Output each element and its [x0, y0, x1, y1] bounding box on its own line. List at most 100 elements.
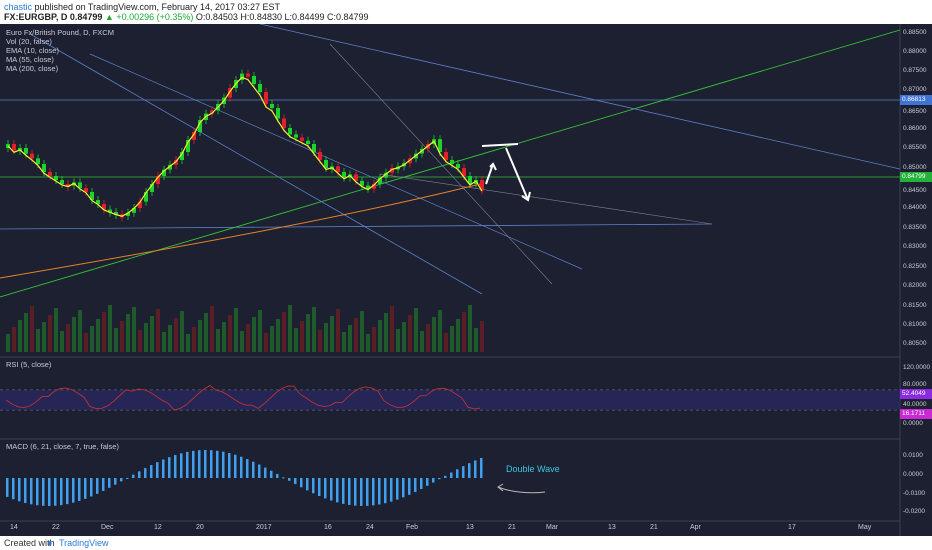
volume-bar — [6, 334, 10, 352]
date-axis[interactable]: 14 22 Dec 12 20 2017 16 24 Feb 13 21 Mar… — [0, 521, 900, 536]
candle-body — [270, 104, 274, 108]
candle-body — [24, 148, 28, 154]
macd-histogram-bar — [72, 478, 75, 503]
date-label: 22 — [52, 524, 60, 531]
macd-histogram-bar — [276, 474, 279, 478]
date-label: 21 — [650, 524, 658, 531]
candle-body — [444, 152, 448, 160]
candle-body — [360, 180, 364, 186]
date-label: 2017 — [256, 524, 272, 531]
macd-histogram-bar — [306, 478, 309, 491]
macd-histogram-bar — [186, 451, 189, 478]
date-label: 12 — [154, 524, 162, 531]
legend-title[interactable]: Euro Fx/British Pound, D, FXCM — [6, 28, 114, 37]
macd-histogram-bar — [444, 475, 447, 478]
macd-tick: -0.0100 — [903, 490, 926, 497]
volume-bar — [120, 321, 124, 352]
rsi-axis[interactable]: 120.0000 80.0000 40.0000 0.0000 — [900, 360, 932, 430]
price-tick: 0.81000 — [903, 321, 927, 328]
volume-bar — [204, 313, 208, 352]
publish-line: chastic published on TradingView.com, Fe… — [4, 2, 280, 12]
macd-histogram-bar — [330, 478, 333, 501]
volume-bar — [36, 329, 40, 352]
volume-bar — [378, 320, 382, 352]
volume-bar — [234, 308, 238, 352]
price-tick: 0.85000 — [903, 164, 927, 171]
volume-bar — [402, 322, 406, 352]
price-axis[interactable]: 0.88500 0.88000 0.87500 0.87000 0.86500 … — [900, 24, 932, 354]
candle-body — [450, 160, 454, 164]
legend-ma55[interactable]: MA (55, close) — [6, 55, 54, 64]
macd-axis[interactable]: 0.0100 0.0000 -0.0100 -0.0200 — [900, 442, 932, 522]
volume-bar — [198, 320, 202, 352]
macd-label[interactable]: MACD (6, 21, close, 7, true, false) — [6, 442, 119, 451]
macd-histogram-bar — [252, 461, 255, 478]
candle-body — [276, 108, 280, 119]
down-arrowhead — [521, 191, 531, 202]
volume-bar — [18, 320, 22, 352]
macd-histogram-bar — [264, 467, 267, 478]
candle-body — [36, 158, 40, 164]
rsi-label[interactable]: RSI (5, close) — [6, 360, 52, 369]
volume-bar — [318, 330, 322, 352]
grey-trendline — [329, 43, 553, 285]
volume-bar — [48, 315, 52, 352]
volume-bar — [180, 311, 184, 352]
candle-body — [390, 168, 394, 173]
rsi-tick: 80.0000 — [903, 381, 927, 388]
tradingview-logo-icon[interactable]: ● — [47, 538, 53, 548]
footer-brand[interactable]: TradingView — [59, 538, 109, 548]
support-line — [0, 223, 713, 230]
chart-area[interactable]: Euro Fx/British Pound, D, FXCM Vol (20, … — [0, 24, 932, 536]
footer: Created with ● TradingView — [0, 536, 932, 550]
candle-body — [174, 160, 178, 165]
macd-histogram-bar — [360, 478, 363, 506]
volume-bar — [396, 329, 400, 352]
candle-body — [318, 152, 322, 160]
macd-histogram-bar — [390, 478, 393, 502]
candle-body — [462, 168, 466, 176]
chart-canvas[interactable] — [0, 24, 932, 536]
volume-bar — [462, 312, 466, 352]
candle-body — [60, 180, 64, 184]
candle-body — [66, 184, 70, 187]
candle-body — [102, 204, 106, 210]
rsi-badge: 52.4049 — [900, 389, 932, 399]
ema-line — [7, 76, 483, 217]
macd-histogram-bar — [300, 478, 303, 488]
price-tick: 0.81500 — [903, 302, 927, 309]
volume-bar — [84, 333, 88, 352]
candle-body — [150, 184, 154, 192]
macd-histogram-bar — [318, 478, 321, 497]
volume-bar — [150, 316, 154, 352]
date-label: Apr — [690, 524, 701, 531]
date-label: Feb — [406, 524, 419, 531]
author-link[interactable]: chastic — [4, 2, 33, 12]
publish-info: published on TradingView.com, February 1… — [34, 2, 281, 12]
candle-body — [114, 212, 118, 215]
date-label: 20 — [196, 524, 204, 531]
price-badge-blue: 0.86813 — [900, 95, 932, 105]
legend-ema[interactable]: EMA (10, close) — [6, 46, 59, 55]
macd-histogram-bar — [78, 478, 81, 501]
macd-histogram-bar — [324, 478, 327, 499]
macd-tick: 0.0100 — [903, 452, 923, 459]
macd-histogram-bar — [450, 472, 453, 478]
symbol-line: FX:EURGBP, D 0.84799 ▲ +0.00296 (+0.35%)… — [4, 12, 369, 22]
up-arrow — [485, 163, 494, 185]
candle-body — [252, 76, 256, 84]
volume-bar — [336, 309, 340, 352]
candle-body — [42, 164, 46, 172]
volume-bar — [300, 321, 304, 352]
volume-bar — [210, 306, 214, 352]
candle-body — [186, 140, 190, 152]
macd-histogram-bar — [288, 478, 291, 481]
candle-body — [306, 140, 310, 144]
volume-bar — [276, 319, 280, 352]
footer-created: Created with — [4, 538, 55, 548]
volume-bar — [108, 305, 112, 352]
legend-ma200[interactable]: MA (200, close) — [6, 64, 59, 73]
volume-bar — [60, 331, 64, 352]
legend-volume[interactable]: Vol (20, false) — [6, 37, 52, 46]
macd-histogram-bar — [54, 478, 57, 506]
